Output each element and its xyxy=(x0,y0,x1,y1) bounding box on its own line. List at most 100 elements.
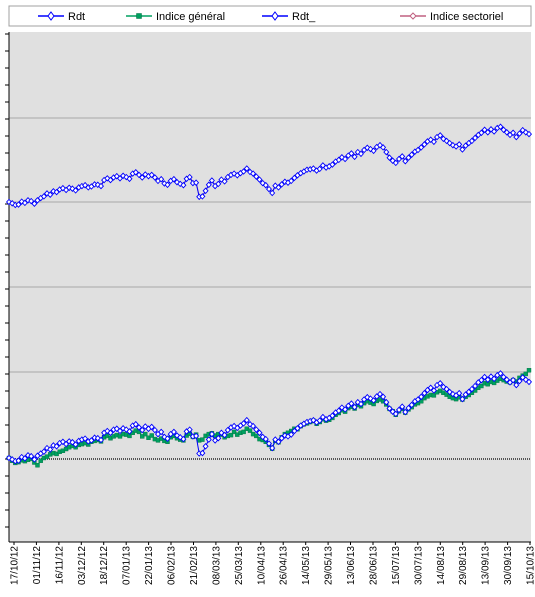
data-point xyxy=(116,427,124,435)
data-point xyxy=(24,197,32,204)
data-point xyxy=(288,431,295,438)
data-point xyxy=(491,375,498,383)
data-point xyxy=(288,177,295,185)
data-point xyxy=(104,175,111,182)
data-point xyxy=(465,388,472,396)
data-point xyxy=(316,165,323,173)
data-point xyxy=(254,433,259,439)
data-point xyxy=(516,130,523,137)
data-point xyxy=(28,197,35,205)
data-point xyxy=(120,425,127,432)
data-point xyxy=(158,428,165,436)
data-point xyxy=(291,427,298,435)
data-point xyxy=(510,129,517,137)
data-point xyxy=(200,437,205,442)
data-point xyxy=(262,435,269,443)
data-point xyxy=(164,181,171,189)
data-point xyxy=(240,168,247,175)
data-point xyxy=(338,404,345,411)
data-point xyxy=(139,426,146,434)
data-point xyxy=(351,403,358,411)
data-point xyxy=(151,426,158,434)
data-point xyxy=(35,463,40,468)
data-point xyxy=(59,438,66,446)
data-point xyxy=(414,396,422,403)
data-point xyxy=(497,123,504,130)
data-point xyxy=(143,431,148,437)
data-point xyxy=(481,126,488,134)
data-point xyxy=(329,412,336,419)
x-tick-label: 01/11/12 xyxy=(32,546,43,585)
data-point xyxy=(291,174,298,182)
data-point xyxy=(522,129,529,136)
x-tick-label: 21/02/13 xyxy=(189,546,200,585)
data-point xyxy=(221,431,228,439)
data-point xyxy=(158,175,165,183)
data-point xyxy=(525,130,533,138)
data-point xyxy=(281,432,288,439)
data-point xyxy=(218,176,225,183)
data-point xyxy=(148,171,155,179)
data-point xyxy=(370,147,377,155)
data-point xyxy=(9,456,16,463)
data-point xyxy=(15,201,22,208)
data-point xyxy=(265,440,273,447)
data-point xyxy=(269,189,276,197)
data-point xyxy=(47,446,54,453)
data-point xyxy=(484,376,491,383)
data-point xyxy=(383,148,390,156)
data-point xyxy=(208,177,215,184)
data-point xyxy=(243,165,250,172)
data-point xyxy=(66,438,73,445)
data-point xyxy=(240,420,247,427)
data-point xyxy=(44,454,50,459)
data-point xyxy=(221,178,228,185)
data-point xyxy=(256,429,263,437)
legend-entry-rdt: Rdt xyxy=(38,11,85,23)
data-point xyxy=(513,133,520,141)
data-point xyxy=(186,173,193,181)
data-point xyxy=(348,400,355,407)
data-point xyxy=(443,385,450,393)
data-point xyxy=(47,191,54,198)
data-point xyxy=(256,176,263,183)
data-point xyxy=(459,395,466,403)
x-tick-label: 10/04/13 xyxy=(256,546,267,585)
data-point xyxy=(116,175,124,182)
data-point xyxy=(9,200,16,207)
x-tick-label: 07/01/13 xyxy=(122,546,133,585)
series-layer xyxy=(5,123,533,468)
x-tick-label: 13/09/13 xyxy=(481,546,492,585)
data-point xyxy=(310,165,317,172)
data-point xyxy=(430,387,437,394)
data-point xyxy=(472,382,479,390)
data-point xyxy=(392,159,399,167)
data-point xyxy=(135,171,143,179)
data-point xyxy=(364,144,371,152)
data-point xyxy=(516,377,523,385)
data-point xyxy=(497,370,504,377)
x-tick-label: 06/02/13 xyxy=(167,546,178,585)
data-point xyxy=(31,456,38,463)
data-point xyxy=(149,433,154,438)
data-point xyxy=(380,393,387,401)
data-point xyxy=(462,391,469,398)
data-point xyxy=(164,435,171,442)
data-point xyxy=(275,184,282,191)
legend-label-rdt: Rdt xyxy=(68,11,85,23)
data-point xyxy=(253,173,260,180)
data-point xyxy=(193,432,200,440)
data-point xyxy=(97,182,105,190)
data-point xyxy=(205,436,212,443)
data-point xyxy=(63,440,70,448)
data-point xyxy=(523,371,528,377)
data-point xyxy=(148,423,155,431)
series-2 xyxy=(5,123,533,209)
data-point xyxy=(370,397,377,404)
data-point xyxy=(294,425,301,432)
data-point xyxy=(484,129,491,136)
x-tick-label: 16/11/12 xyxy=(54,546,65,585)
data-point xyxy=(40,193,47,200)
data-point xyxy=(408,151,415,158)
data-point xyxy=(503,129,510,136)
